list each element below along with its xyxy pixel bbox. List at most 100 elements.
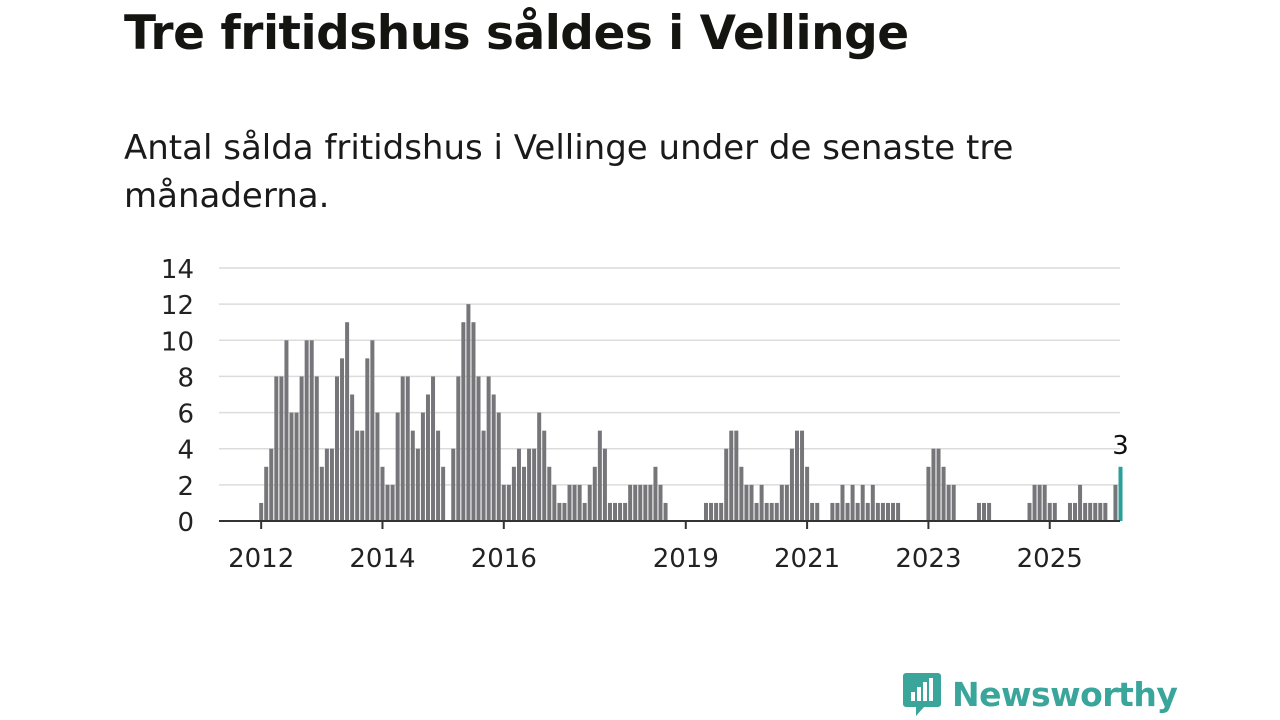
bar (653, 466, 658, 521)
bar (618, 502, 623, 521)
bar (334, 376, 339, 521)
bar (309, 340, 314, 521)
bar (552, 484, 557, 521)
chart-title: Tre fritidshus såldes i Vellinge (124, 6, 909, 61)
bar (931, 448, 936, 521)
bar (441, 466, 446, 521)
bar (865, 502, 870, 521)
bar (511, 466, 516, 521)
bar (496, 412, 501, 521)
bar (284, 340, 289, 521)
bar (527, 448, 532, 521)
y-tick-label: 12 (161, 291, 194, 321)
bar (522, 466, 527, 521)
bar (592, 466, 597, 521)
bar (542, 430, 547, 521)
bar (658, 484, 663, 521)
bar (1067, 502, 1072, 521)
bar (279, 376, 284, 521)
bar (810, 502, 815, 521)
bar (481, 430, 486, 521)
bar (385, 484, 390, 521)
bar (1098, 502, 1103, 521)
bar (754, 502, 759, 521)
bar (355, 430, 360, 521)
bar (638, 484, 643, 521)
bar (375, 412, 380, 521)
bar (805, 466, 810, 521)
x-tick-label: 2025 (1017, 544, 1083, 574)
bar (946, 484, 951, 521)
bar (759, 484, 764, 521)
bar (516, 448, 521, 521)
y-tick-label: 14 (161, 255, 194, 285)
bar (456, 376, 461, 521)
bar (562, 502, 567, 521)
bar (1047, 502, 1052, 521)
bar (734, 430, 739, 521)
bar (1073, 502, 1078, 521)
bar (380, 466, 385, 521)
bar (1078, 484, 1083, 521)
bar (436, 430, 441, 521)
bar (704, 502, 708, 521)
bar (420, 412, 425, 521)
bar (451, 448, 456, 521)
bar (855, 502, 860, 521)
bar (582, 502, 587, 521)
bar (274, 376, 279, 521)
bar (466, 304, 471, 521)
bar (1037, 484, 1042, 521)
bar (830, 502, 835, 521)
bar (880, 502, 885, 521)
bar (537, 412, 542, 521)
bar (410, 430, 415, 521)
bar (587, 484, 592, 521)
bar (370, 340, 375, 521)
bar (299, 376, 304, 521)
bar (729, 430, 734, 521)
bar (400, 376, 405, 521)
bar (875, 502, 880, 521)
bar (800, 430, 805, 521)
bar (648, 484, 653, 521)
bar (491, 394, 496, 521)
bar (987, 502, 992, 521)
y-tick-label: 0 (177, 508, 194, 538)
x-tick-label: 2021 (774, 544, 840, 574)
bar (1083, 502, 1088, 521)
bar (607, 502, 612, 521)
y-tick-label: 4 (177, 436, 194, 466)
bar (789, 448, 794, 521)
bar (714, 502, 719, 521)
highlight-value-label: 3 (1112, 431, 1129, 461)
bar (643, 484, 648, 521)
bar (1088, 502, 1093, 521)
bar (779, 484, 784, 521)
bar (845, 502, 850, 521)
bar (885, 502, 890, 521)
bar (390, 484, 395, 521)
bar (314, 376, 319, 521)
bar (613, 502, 618, 521)
bar (1113, 484, 1118, 521)
bar (926, 466, 931, 521)
bar (506, 484, 511, 521)
bar (350, 394, 355, 521)
bar (1027, 502, 1032, 521)
bar (486, 376, 491, 521)
bar (471, 322, 476, 521)
bar (724, 448, 729, 521)
bar (602, 448, 607, 521)
bar (476, 376, 481, 521)
bar (628, 484, 633, 521)
bar (891, 502, 896, 521)
bar (764, 502, 769, 521)
bar (1103, 502, 1108, 521)
x-tick-label: 2014 (349, 544, 415, 574)
bar (774, 502, 779, 521)
bar (941, 466, 946, 521)
y-tick-label: 10 (161, 327, 194, 357)
bar (784, 484, 789, 521)
bar (425, 394, 430, 521)
